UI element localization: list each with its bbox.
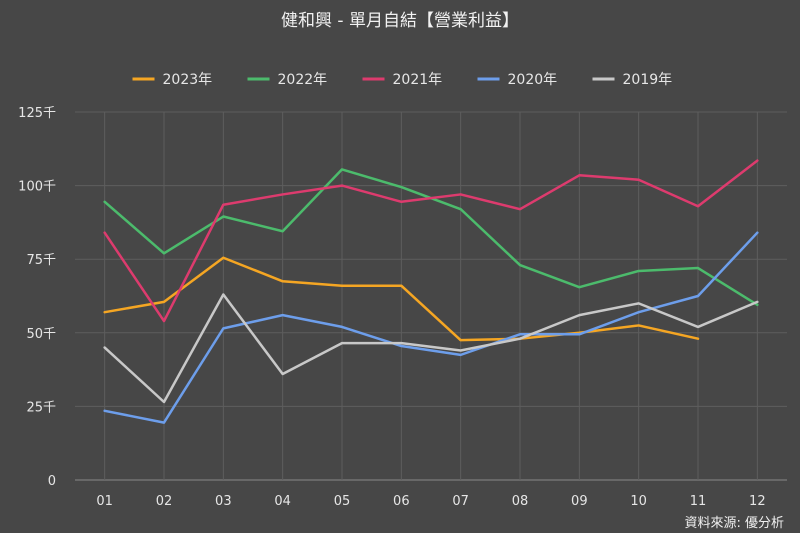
legend: 2023年 2022年 2021年 2020年 2019年: [132, 72, 673, 88]
y-tick-label: 0: [48, 474, 56, 489]
y-axis-ticks: 0 25千 50千 75千 100千 125千: [18, 106, 56, 489]
y-tick-label: 25千: [26, 400, 56, 415]
series-line-2019年: [103, 293, 759, 404]
x-tick-label: 06: [393, 494, 410, 509]
legend-label: 2023年: [163, 72, 213, 88]
series-line-2020年: [103, 231, 759, 424]
series-lines: [103, 159, 759, 424]
y-tick-label: 50千: [26, 327, 56, 342]
x-tick-label: 07: [452, 494, 469, 509]
grid-lines: [75, 111, 787, 481]
source-note: 資料來源: 優分析: [684, 516, 784, 531]
series-line-2023年: [103, 256, 700, 342]
x-axis-ticks: 01 02 03 04 05 06 07 08 09 10 11 12: [96, 494, 765, 509]
x-tick-label: 09: [571, 494, 588, 509]
chart-title: 健和興 - 單月自結【營業利益】: [281, 11, 519, 31]
y-tick-label: 100千: [18, 180, 56, 195]
x-tick-label: 02: [156, 494, 173, 509]
y-tick-label: 75千: [26, 253, 56, 268]
legend-label: 2022年: [278, 72, 328, 88]
y-tick-label: 125千: [18, 106, 56, 121]
x-tick-label: 03: [215, 494, 232, 509]
legend-label: 2021年: [393, 72, 443, 88]
legend-label: 2020年: [508, 72, 558, 88]
x-tick-label: 01: [96, 494, 113, 509]
x-tick-label: 08: [512, 494, 529, 509]
x-tick-label: 12: [749, 494, 766, 509]
x-tick-label: 11: [690, 494, 707, 509]
series-line-2021年: [103, 159, 759, 323]
legend-label: 2019年: [623, 72, 673, 88]
x-tick-label: 10: [630, 494, 647, 509]
x-tick-label: 05: [334, 494, 351, 509]
x-tick-label: 04: [274, 494, 291, 509]
